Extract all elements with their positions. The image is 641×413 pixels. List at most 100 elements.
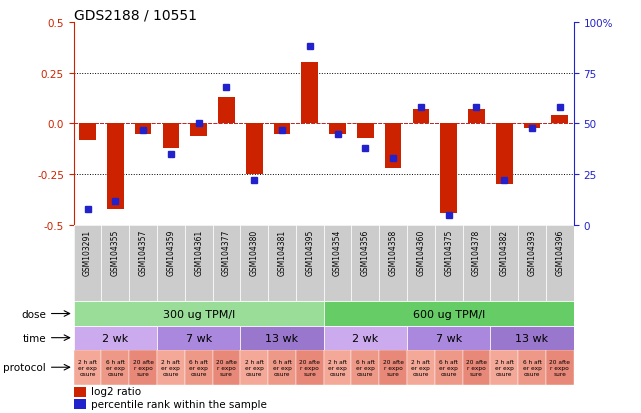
Text: dose: dose — [21, 309, 46, 319]
Bar — [351, 225, 379, 302]
Text: 300 ug TPM/l: 300 ug TPM/l — [163, 309, 235, 319]
Bar — [490, 326, 574, 350]
Bar — [518, 350, 546, 385]
Bar — [463, 225, 490, 302]
Text: time: time — [22, 333, 46, 343]
Bar — [74, 302, 324, 326]
Bar — [324, 225, 351, 302]
Bar — [407, 350, 435, 385]
Text: 2 h aft
er exp
osure: 2 h aft er exp osure — [328, 359, 347, 375]
Text: GSM104361: GSM104361 — [194, 230, 203, 275]
Text: 20 afte
r expo
sure: 20 afte r expo sure — [216, 359, 237, 375]
Bar — [324, 350, 351, 385]
Text: GSM104358: GSM104358 — [388, 230, 397, 275]
Bar — [379, 350, 407, 385]
Bar — [463, 350, 490, 385]
Text: 2 h aft
er exp
osure: 2 h aft er exp osure — [412, 359, 430, 375]
Bar — [435, 350, 463, 385]
Bar — [274, 124, 290, 134]
Bar — [546, 350, 574, 385]
Text: 6 h aft
er exp
osure: 6 h aft er exp osure — [272, 359, 292, 375]
Bar — [546, 225, 574, 302]
Bar — [518, 225, 546, 302]
Text: GSM104395: GSM104395 — [305, 230, 314, 276]
Bar — [74, 399, 86, 409]
Bar — [74, 326, 157, 350]
Bar — [240, 326, 324, 350]
Bar — [268, 350, 296, 385]
Bar — [101, 350, 129, 385]
Bar — [329, 124, 346, 134]
Text: 2 h aft
er exp
osure: 2 h aft er exp osure — [78, 359, 97, 375]
Text: 600 ug TPM/l: 600 ug TPM/l — [413, 309, 485, 319]
Text: GSM104377: GSM104377 — [222, 230, 231, 276]
Text: 7 wk: 7 wk — [436, 333, 462, 343]
Text: 6 h aft
er exp
osure: 6 h aft er exp osure — [356, 359, 375, 375]
Bar — [296, 225, 324, 302]
Bar — [163, 124, 179, 149]
Text: GSM104355: GSM104355 — [111, 230, 120, 276]
Text: GSM104380: GSM104380 — [250, 230, 259, 275]
Text: protocol: protocol — [3, 362, 46, 373]
Text: 20 afte
r expo
sure: 20 afte r expo sure — [549, 359, 570, 375]
Text: 13 wk: 13 wk — [515, 333, 549, 343]
Bar — [468, 110, 485, 124]
Bar — [240, 350, 268, 385]
Text: 6 h aft
er exp
osure: 6 h aft er exp osure — [189, 359, 208, 375]
Bar — [213, 225, 240, 302]
Text: GSM104375: GSM104375 — [444, 230, 453, 276]
Bar — [490, 225, 518, 302]
Bar — [135, 124, 151, 134]
Text: GSM104381: GSM104381 — [278, 230, 287, 275]
Text: percentile rank within the sample: percentile rank within the sample — [91, 399, 267, 408]
Bar — [185, 350, 213, 385]
Text: 2 wk: 2 wk — [353, 333, 378, 343]
Text: GSM104354: GSM104354 — [333, 230, 342, 276]
Bar — [74, 350, 101, 385]
Bar — [213, 350, 240, 385]
Text: GSM104382: GSM104382 — [500, 230, 509, 275]
Bar — [185, 225, 213, 302]
Text: 20 afte
r expo
sure: 20 afte r expo sure — [466, 359, 487, 375]
Bar — [385, 124, 401, 169]
Bar — [107, 124, 124, 209]
Text: GSM104360: GSM104360 — [417, 230, 426, 276]
Text: 6 h aft
er exp
osure: 6 h aft er exp osure — [522, 359, 542, 375]
Text: GSM104357: GSM104357 — [138, 230, 147, 276]
Text: 20 afte
r expo
sure: 20 afte r expo sure — [133, 359, 154, 375]
Bar — [496, 124, 513, 185]
Bar — [101, 225, 129, 302]
Text: GSM104393: GSM104393 — [528, 230, 537, 276]
Text: log2 ratio: log2 ratio — [91, 387, 141, 396]
Bar — [440, 124, 457, 214]
Bar — [74, 225, 101, 302]
Text: 6 h aft
er exp
osure: 6 h aft er exp osure — [439, 359, 458, 375]
Text: 7 wk: 7 wk — [186, 333, 212, 343]
Bar — [351, 350, 379, 385]
Bar — [79, 124, 96, 140]
Text: 2 h aft
er exp
osure: 2 h aft er exp osure — [245, 359, 263, 375]
Bar — [190, 124, 207, 136]
Text: 6 h aft
er exp
osure: 6 h aft er exp osure — [106, 359, 125, 375]
Bar — [246, 124, 263, 175]
Bar — [218, 98, 235, 124]
Text: GDS2188 / 10551: GDS2188 / 10551 — [74, 9, 197, 23]
Text: GSM104359: GSM104359 — [167, 230, 176, 276]
Bar — [129, 350, 157, 385]
Bar — [157, 326, 240, 350]
Text: 2 h aft
er exp
osure: 2 h aft er exp osure — [162, 359, 180, 375]
Bar — [407, 225, 435, 302]
Text: GSM103291: GSM103291 — [83, 230, 92, 275]
Text: 20 afte
r expo
sure: 20 afte r expo sure — [299, 359, 320, 375]
Bar — [324, 326, 407, 350]
Text: GSM104396: GSM104396 — [555, 230, 564, 276]
Bar — [524, 124, 540, 128]
Bar — [357, 124, 374, 138]
Bar — [129, 225, 157, 302]
Bar — [74, 387, 86, 397]
Text: GSM104378: GSM104378 — [472, 230, 481, 275]
Text: GSM104356: GSM104356 — [361, 230, 370, 276]
Bar — [157, 350, 185, 385]
Bar — [240, 225, 268, 302]
Bar — [157, 225, 185, 302]
